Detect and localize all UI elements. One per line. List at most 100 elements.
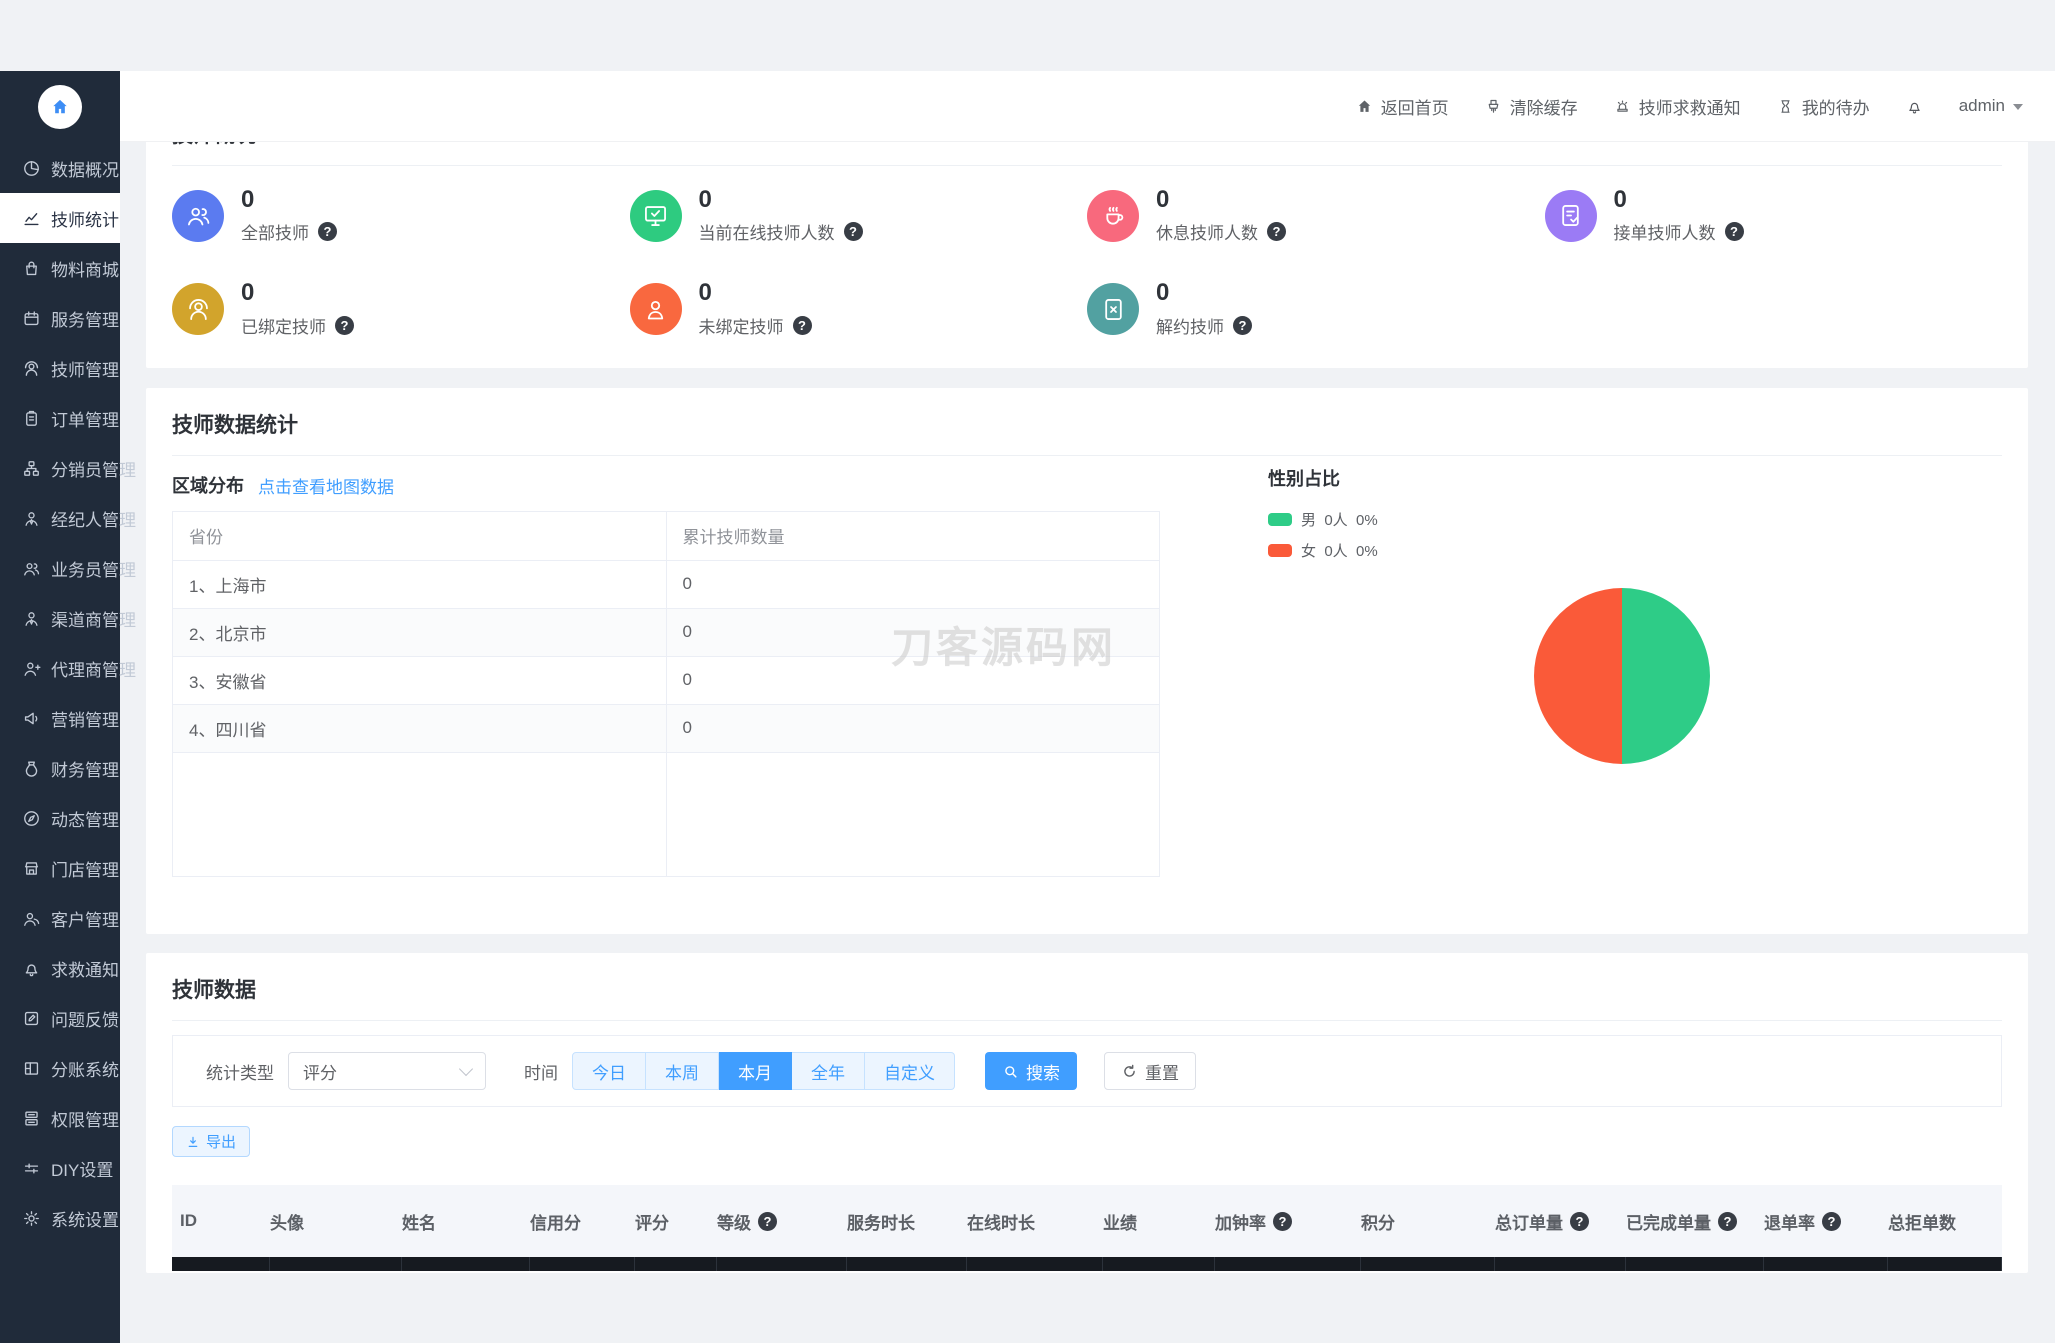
sidebar-item-4[interactable]: 技师管理 (0, 343, 120, 393)
sidebar-item-label: 分账系统 (51, 1060, 119, 1080)
tech-data-card: 技师数据 统计类型 评分 时间 今日 本周 本月 全年 自定义 搜索 重置 导出 ID 头… (146, 953, 2028, 1273)
time-filter-1[interactable]: 本周 (646, 1052, 719, 1090)
help-icon[interactable]: ? (318, 222, 337, 242)
topbar-link-label: 清除缓存 (1509, 98, 1578, 118)
stat-item-0: 0 全部技师? (172, 186, 630, 244)
column-header: 积分 (1361, 1213, 1395, 1233)
sidebar-item-1[interactable]: 技师统计 (0, 193, 120, 243)
help-icon[interactable]: ? (792, 315, 812, 335)
stat-circle (629, 283, 682, 336)
legend-item-0[interactable]: 男 0人 0% (1268, 509, 1378, 530)
person-tie-icon (22, 609, 41, 628)
help-icon[interactable]: ? (1267, 222, 1286, 242)
sidebar-item-19[interactable]: 权限管理 (0, 1093, 120, 1143)
sidebar-item-12[interactable]: 财务管理 (0, 743, 120, 793)
download-icon (186, 1135, 200, 1149)
sidebar-item-3[interactable]: 服务管理 (0, 293, 120, 343)
monitor-check-icon (642, 202, 669, 229)
legend-swatch (1268, 544, 1292, 557)
app-logo[interactable] (0, 71, 120, 143)
dark-strip-cell (1626, 1257, 1764, 1271)
time-label: 时间 (524, 1063, 558, 1083)
stat-item-6: 0 解约技师? (1087, 279, 1545, 337)
help-icon[interactable]: ? (335, 315, 354, 335)
diy-icon (22, 1159, 41, 1178)
help-icon[interactable]: ? (1233, 315, 1252, 335)
home-logo-circle[interactable] (38, 85, 82, 129)
help-icon[interactable]: ? (758, 1211, 777, 1231)
map-data-link[interactable]: 点击查看地图数据 (258, 477, 394, 497)
stats-grid: 0 全部技师? 0 当前在线技师人数? 0 休息技师人数? 0 接单技师人数? 0 已绑定技师? 0… (146, 166, 2028, 338)
sidebar-item-18[interactable]: 分账系统 (0, 1043, 120, 1093)
sidebar-item-9[interactable]: 渠道商管理 (0, 593, 136, 643)
help-icon[interactable]: ? (1822, 1211, 1841, 1231)
dark-strip-cell (967, 1257, 1103, 1271)
help-icon[interactable]: ? (1273, 1211, 1292, 1231)
sidebar-item-2[interactable]: 物料商城 (0, 243, 120, 293)
help-icon[interactable]: ? (843, 222, 863, 242)
stat-label: 已绑定技师 (241, 317, 326, 337)
sidebar-item-11[interactable]: 营销管理 (0, 693, 120, 743)
help-icon[interactable]: ? (1570, 1211, 1589, 1231)
sidebar-item-16[interactable]: 求救通知 (0, 943, 120, 993)
column-header: 已完成单量? (1626, 1185, 1764, 1257)
gender-legend: 男 0人 0% 女 0人 0% (1268, 509, 1378, 561)
sidebar-item-label: 财务管理 (51, 760, 119, 780)
sidebar-item-14[interactable]: 门店管理 (0, 843, 120, 893)
sidebar-item-label: 技师统计 (51, 210, 119, 230)
export-button[interactable]: 导出 (172, 1126, 251, 1157)
time-filter-4[interactable]: 自定义 (865, 1052, 955, 1090)
sidebar-item-label: 分销员管理 (51, 460, 136, 480)
sidebar-item-7[interactable]: 经纪人管理 (0, 493, 136, 543)
sidebar-item-6[interactable]: 分销员管理 (0, 443, 136, 493)
sidebar-item-0[interactable]: 数据概况 (0, 143, 120, 193)
sidebar-item-17[interactable]: 问题反馈 (0, 993, 120, 1043)
topbar-link-1[interactable]: 清除缓存 (1485, 94, 1578, 119)
topbar-link-3[interactable]: 我的待办 (1777, 94, 1870, 119)
notification-bell[interactable] (1906, 98, 1923, 115)
sidebar-item-13[interactable]: 动态管理 (0, 793, 120, 843)
search-icon (1002, 1063, 1019, 1080)
stat-label: 休息技师人数 (1156, 224, 1258, 244)
sidebar-item-15[interactable]: 客户管理 (0, 893, 120, 943)
search-button[interactable]: 搜索 (985, 1052, 1077, 1090)
sidebar-item-5[interactable]: 订单管理 (0, 393, 120, 443)
user-menu[interactable]: admin (1959, 96, 2023, 116)
stat-value: 0 (1613, 186, 1627, 213)
sidebar-item-8[interactable]: 业务员管理 (0, 543, 136, 593)
stat-item-3: 0 接单技师人数? (1544, 186, 2003, 244)
home-icon (1356, 98, 1373, 115)
time-filter-3[interactable]: 全年 (792, 1052, 865, 1090)
stat-item-5: 0 未绑定技师? (629, 279, 1088, 337)
topbar-link-label: 返回首页 (1380, 98, 1449, 118)
person-pin-icon (22, 359, 41, 378)
person-plus-icon (22, 659, 41, 678)
stat-type-select[interactable]: 评分 (288, 1052, 486, 1090)
megaphone-icon (22, 709, 41, 728)
topbar-link-0[interactable]: 返回首页 (1356, 94, 1449, 119)
sidebar-item-21[interactable]: 系统设置 (0, 1193, 120, 1243)
people-icon (22, 559, 41, 578)
time-filter-0[interactable]: 今日 (572, 1052, 646, 1090)
topbar-link-2[interactable]: 技师求救通知 (1614, 94, 1741, 119)
topbar-links: 返回首页 清除缓存 技师求救通知 我的待办 (1356, 94, 1870, 119)
column-header: ID (180, 1211, 197, 1230)
org-icon (22, 459, 41, 478)
tech-data-title: 技师数据 (172, 979, 256, 1002)
calendar-icon (22, 309, 41, 328)
sidebar-item-20[interactable]: DIY设置 (0, 1143, 120, 1193)
sidebar-item-label: DIY设置 (51, 1160, 114, 1180)
help-icon[interactable]: ? (1718, 1211, 1737, 1231)
reset-button[interactable]: 重置 (1104, 1052, 1196, 1090)
dark-strip-cell (1215, 1257, 1361, 1271)
help-icon[interactable]: ? (1724, 222, 1744, 242)
statistics-card: 技师数据统计 区域分布 点击查看地图数据 省份 累计技师数量 1、上海市 0 2、北京… (146, 388, 2028, 934)
doc-x-icon (1100, 296, 1127, 323)
time-filter-2[interactable]: 本月 (719, 1052, 792, 1090)
bell-icon (1906, 98, 1923, 115)
legend-item-1[interactable]: 女 0人 0% (1268, 540, 1378, 561)
sidebar-item-label: 系统设置 (51, 1210, 119, 1230)
sidebar-item-10[interactable]: 代理商管理 (0, 643, 136, 693)
person-icon (642, 296, 669, 323)
legend-label: 女 0人 0% (1301, 543, 1378, 560)
